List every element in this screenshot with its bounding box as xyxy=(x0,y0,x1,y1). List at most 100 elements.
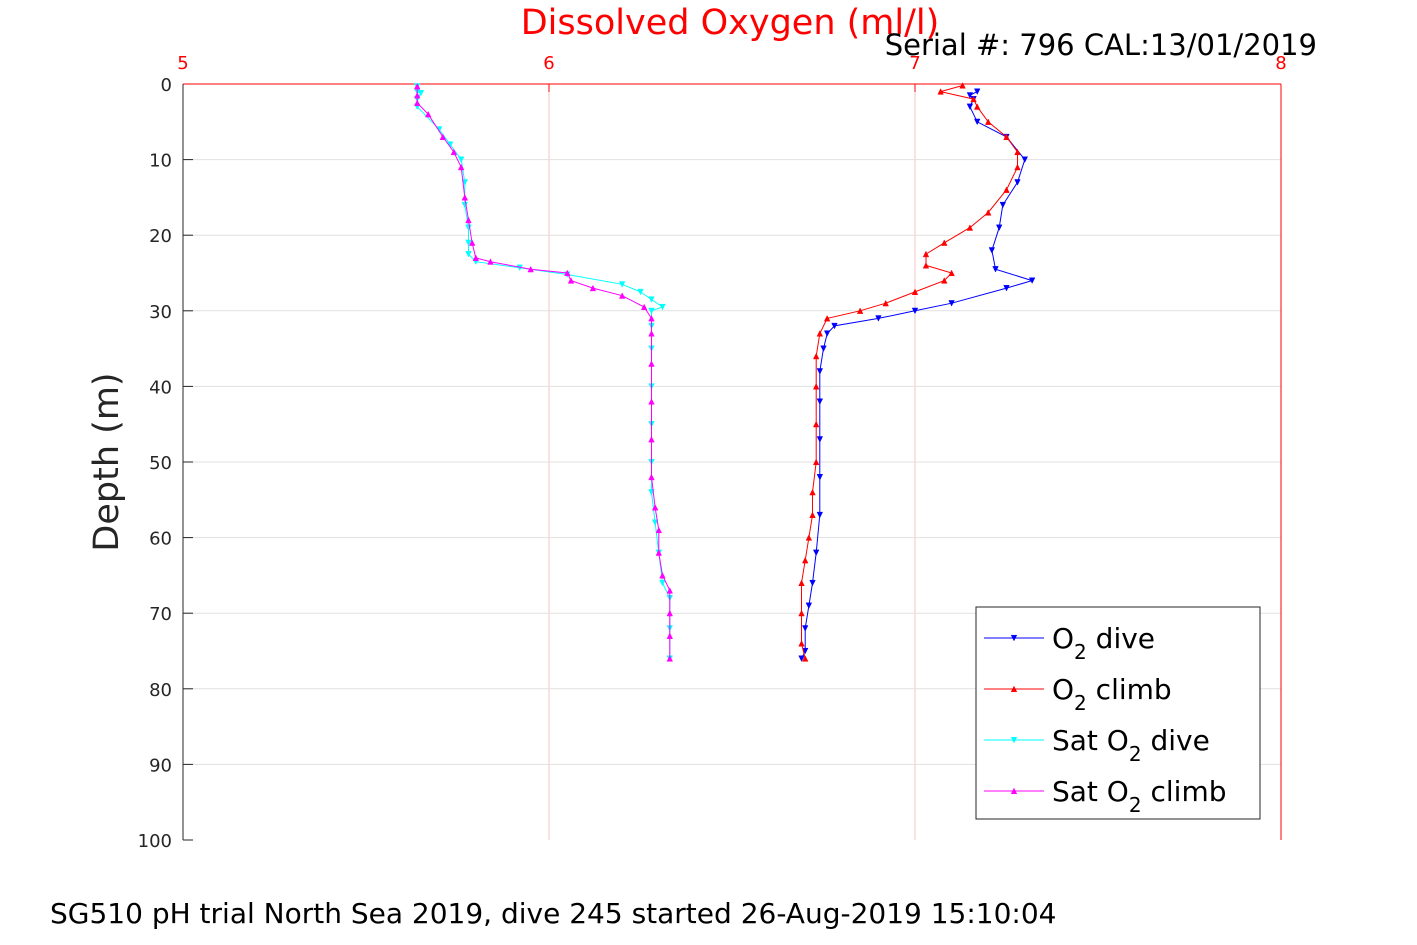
data-point xyxy=(798,655,805,662)
data-point xyxy=(1003,133,1010,140)
y-axis-label: Depth (m) xyxy=(87,372,127,551)
legend: O2 dive O2 climb Sat O2 dive Sat O2 climb xyxy=(975,606,1261,820)
data-point xyxy=(856,307,864,314)
data-point xyxy=(666,587,673,594)
data-point xyxy=(659,303,666,311)
data-point xyxy=(655,549,663,556)
data-point xyxy=(801,655,809,662)
legend-swatch-marker xyxy=(1010,685,1018,693)
data-point xyxy=(948,300,955,307)
data-point xyxy=(966,224,974,231)
data-point xyxy=(527,265,534,273)
x-tick-label: 7 xyxy=(909,53,920,74)
data-point xyxy=(823,330,831,337)
data-point xyxy=(417,90,425,97)
data-point xyxy=(970,95,977,103)
data-point xyxy=(941,239,948,246)
data-point xyxy=(959,82,966,89)
data-point xyxy=(414,91,421,99)
chart-title: Dissolved Oxygen (ml/l) xyxy=(521,3,940,43)
data-point xyxy=(937,88,944,95)
data-point xyxy=(801,556,809,564)
data-point xyxy=(812,549,820,557)
data-point xyxy=(966,103,974,111)
data-point xyxy=(1014,148,1021,156)
data-point xyxy=(659,572,666,579)
data-point xyxy=(465,216,472,224)
data-point xyxy=(816,436,824,443)
data-point xyxy=(798,640,805,647)
x-tick-label: 6 xyxy=(543,53,554,74)
data-point xyxy=(1028,277,1036,284)
data-point xyxy=(564,269,571,277)
y-tick-label: 70 xyxy=(149,604,172,625)
data-point xyxy=(637,288,644,296)
data-point xyxy=(941,277,948,284)
data-point xyxy=(461,194,469,201)
legend-swatch-marker xyxy=(1010,787,1018,795)
y-tick-label: 20 xyxy=(149,226,172,247)
data-point xyxy=(823,315,831,322)
data-point xyxy=(820,345,827,352)
legend-swatch-marker xyxy=(1010,736,1018,744)
data-point xyxy=(992,266,999,273)
data-point xyxy=(984,209,992,216)
data-point xyxy=(831,322,838,330)
data-point xyxy=(816,368,824,375)
data-point xyxy=(666,609,673,617)
data-point xyxy=(816,474,824,481)
data-point xyxy=(468,239,476,246)
data-point xyxy=(999,201,1007,209)
y-tick-label: 50 xyxy=(149,453,172,474)
data-point xyxy=(922,262,930,269)
data-point xyxy=(648,307,655,315)
data-point xyxy=(651,519,659,526)
legend-item: O2 dive xyxy=(984,622,1155,664)
data-point xyxy=(812,420,820,428)
data-point xyxy=(651,504,659,511)
series-line xyxy=(801,91,1034,659)
y-tick-label: 60 xyxy=(149,529,172,550)
data-point xyxy=(816,511,824,519)
y-tick-label: 10 xyxy=(149,151,172,172)
y-tick-label: 40 xyxy=(149,377,172,398)
series-line xyxy=(416,86,671,659)
data-point xyxy=(618,281,626,288)
data-point xyxy=(648,398,655,405)
data-point xyxy=(812,458,820,466)
data-point xyxy=(974,103,981,110)
data-point xyxy=(648,330,655,337)
x-tick-label: 8 xyxy=(1275,53,1286,74)
legend-label: O2 climb xyxy=(1052,673,1172,715)
data-point xyxy=(974,118,981,126)
data-point xyxy=(648,296,655,303)
legend-label: O2 dive xyxy=(1052,622,1155,664)
y-tick-label: 30 xyxy=(149,302,172,323)
data-point xyxy=(812,383,820,390)
series-o2-climb xyxy=(798,82,1021,662)
data-point xyxy=(648,315,655,322)
data-point xyxy=(801,625,809,632)
serial-cal-label: Serial #: 796 CAL:13/01/2019 xyxy=(885,28,1317,62)
data-point xyxy=(648,435,655,443)
data-point xyxy=(988,247,996,254)
data-point xyxy=(465,251,472,258)
data-point xyxy=(457,163,465,171)
data-point xyxy=(655,526,663,534)
data-point xyxy=(666,655,673,662)
x-tick-label: 5 xyxy=(177,53,188,74)
data-point xyxy=(911,307,919,315)
data-point xyxy=(805,602,813,609)
data-point xyxy=(414,82,421,90)
data-point xyxy=(798,579,805,587)
data-point xyxy=(1003,186,1010,193)
data-point xyxy=(567,277,575,284)
data-point xyxy=(1014,179,1021,186)
data-point xyxy=(465,239,472,247)
data-point xyxy=(439,133,447,140)
data-point xyxy=(966,92,974,99)
data-point xyxy=(805,534,813,541)
data-point xyxy=(472,254,480,261)
